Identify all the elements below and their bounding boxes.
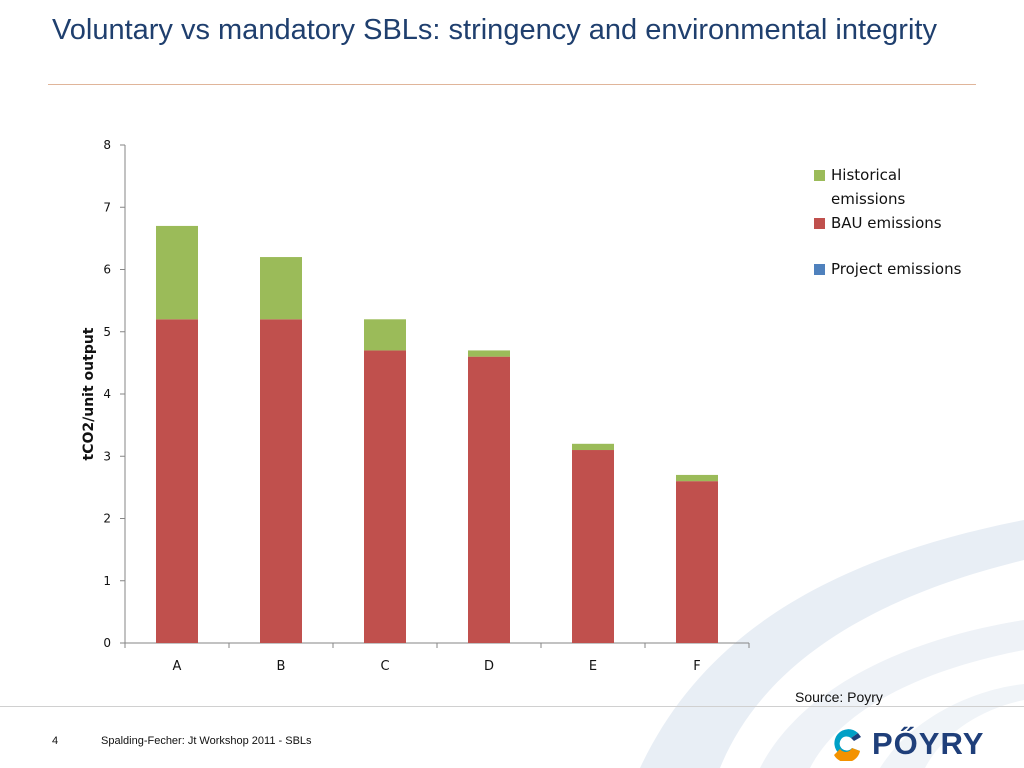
x-tick-label: A xyxy=(173,659,182,674)
bar-bau-emissions-f xyxy=(676,481,718,643)
legend-swatch-project xyxy=(814,264,825,275)
footer-text: Spalding-Fecher: Jt Workshop 2011 - SBLs xyxy=(101,735,312,747)
bar-historical-emissions-d xyxy=(468,350,510,357)
x-tick-label: F xyxy=(693,659,700,674)
y-tick-label: 6 xyxy=(103,263,111,277)
bars-layer xyxy=(156,225,718,643)
chart-legend: Historical emissions BAU emissions Proje… xyxy=(814,163,964,281)
bar-bau-emissions-e xyxy=(572,450,614,643)
bar-historical-emissions-e xyxy=(572,443,614,451)
y-tick-label: 8 xyxy=(103,138,111,152)
x-tick-label: B xyxy=(277,659,286,674)
y-tick-label: 7 xyxy=(103,200,111,214)
slide-title: Voluntary vs mandatory SBLs: stringency … xyxy=(52,14,937,46)
bar-historical-emissions-b xyxy=(260,257,302,320)
legend-swatch-bau xyxy=(814,218,825,229)
title-divider xyxy=(48,84,976,85)
legend-label-project: Project emissions xyxy=(831,260,962,278)
legend-item-project: Project emissions xyxy=(814,257,964,281)
poyry-logo: PŐYRY xyxy=(828,726,984,762)
bar-bau-emissions-d xyxy=(468,356,510,643)
axes-layer xyxy=(120,144,750,648)
bar-historical-emissions-a xyxy=(156,225,198,320)
logo-wordmark: PŐYRY xyxy=(872,726,985,761)
y-tick-label: 0 xyxy=(103,636,111,650)
bar-historical-emissions-f xyxy=(676,474,718,482)
legend-item-bau: BAU emissions xyxy=(814,211,964,235)
bar-historical-emissions-c xyxy=(364,319,406,351)
page-number: 4 xyxy=(52,735,59,747)
bar-bau-emissions-c xyxy=(364,350,406,643)
legend-swatch-historical xyxy=(814,170,825,181)
y-axis-title: tCO2/unit output xyxy=(81,327,97,460)
y-tick-label: 1 xyxy=(103,574,111,588)
y-tick-label: 2 xyxy=(103,512,111,526)
legend-label-historical: Historical emissions xyxy=(831,166,906,208)
x-tick-label: C xyxy=(380,659,389,674)
bar-bau-emissions-b xyxy=(260,319,302,643)
legend-item-historical: Historical emissions xyxy=(814,163,964,211)
legend-label-bau: BAU emissions xyxy=(831,214,942,232)
logo-mark-icon xyxy=(834,729,861,761)
bar-bau-emissions-a xyxy=(156,319,198,643)
source-note: Source: Poyry xyxy=(795,689,883,705)
x-tick-label: D xyxy=(484,659,494,674)
y-tick-label: 4 xyxy=(103,387,111,401)
y-tick-label: 3 xyxy=(103,449,111,463)
x-tick-label: E xyxy=(589,659,597,674)
footer-divider xyxy=(0,706,1024,707)
y-tick-label: 5 xyxy=(103,325,111,339)
